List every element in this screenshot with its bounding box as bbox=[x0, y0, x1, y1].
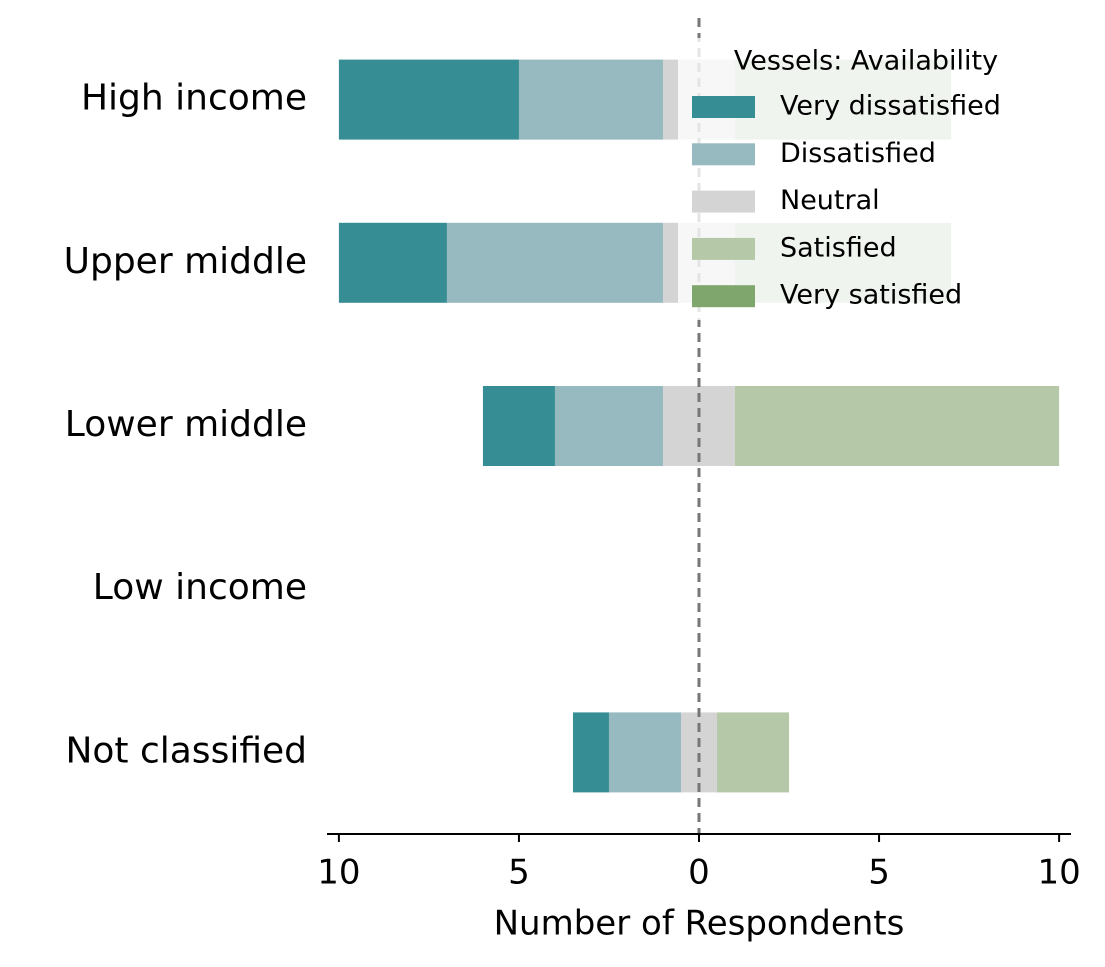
bar-segment bbox=[518, 59, 663, 140]
y-tick-label: Low income bbox=[93, 567, 307, 608]
y-tick-label: Not classified bbox=[65, 730, 307, 771]
y-tick-label: Upper middle bbox=[64, 241, 307, 282]
bar-segment bbox=[717, 712, 790, 793]
legend-label: Satisfied bbox=[780, 232, 897, 263]
bar-segment bbox=[482, 386, 555, 466]
bar-segment bbox=[338, 59, 519, 140]
bar-segment bbox=[446, 222, 663, 303]
legend-swatch bbox=[692, 190, 755, 213]
legend-label: Very satisfied bbox=[780, 280, 962, 311]
x-tick-label: 5 bbox=[868, 853, 890, 893]
x-tick-label: 10 bbox=[317, 853, 360, 893]
x-axis-label: Number of Respondents bbox=[494, 904, 905, 944]
legend-label: Very dissatisfied bbox=[780, 91, 1001, 122]
legend-title: Vessels: Availability bbox=[734, 46, 998, 77]
bar-segment bbox=[338, 222, 447, 303]
legend-swatch bbox=[692, 96, 755, 118]
bar-segment bbox=[608, 712, 681, 793]
y-tick-label: Lower middle bbox=[65, 404, 307, 445]
bar-segment bbox=[735, 386, 1060, 466]
bar-segment bbox=[572, 712, 609, 793]
legend-box bbox=[678, 38, 1045, 320]
bar-segment bbox=[554, 386, 663, 466]
x-tick-label: 5 bbox=[508, 853, 530, 893]
x-tick-label: 10 bbox=[1037, 853, 1080, 893]
legend-label: Neutral bbox=[780, 185, 880, 216]
legend-label: Dissatisfied bbox=[780, 138, 936, 169]
x-tick-label: 0 bbox=[688, 853, 710, 893]
y-tick-label: High income bbox=[81, 78, 307, 119]
legend-swatch bbox=[692, 285, 755, 308]
legend-swatch bbox=[692, 143, 755, 166]
legend-swatch bbox=[692, 237, 755, 260]
